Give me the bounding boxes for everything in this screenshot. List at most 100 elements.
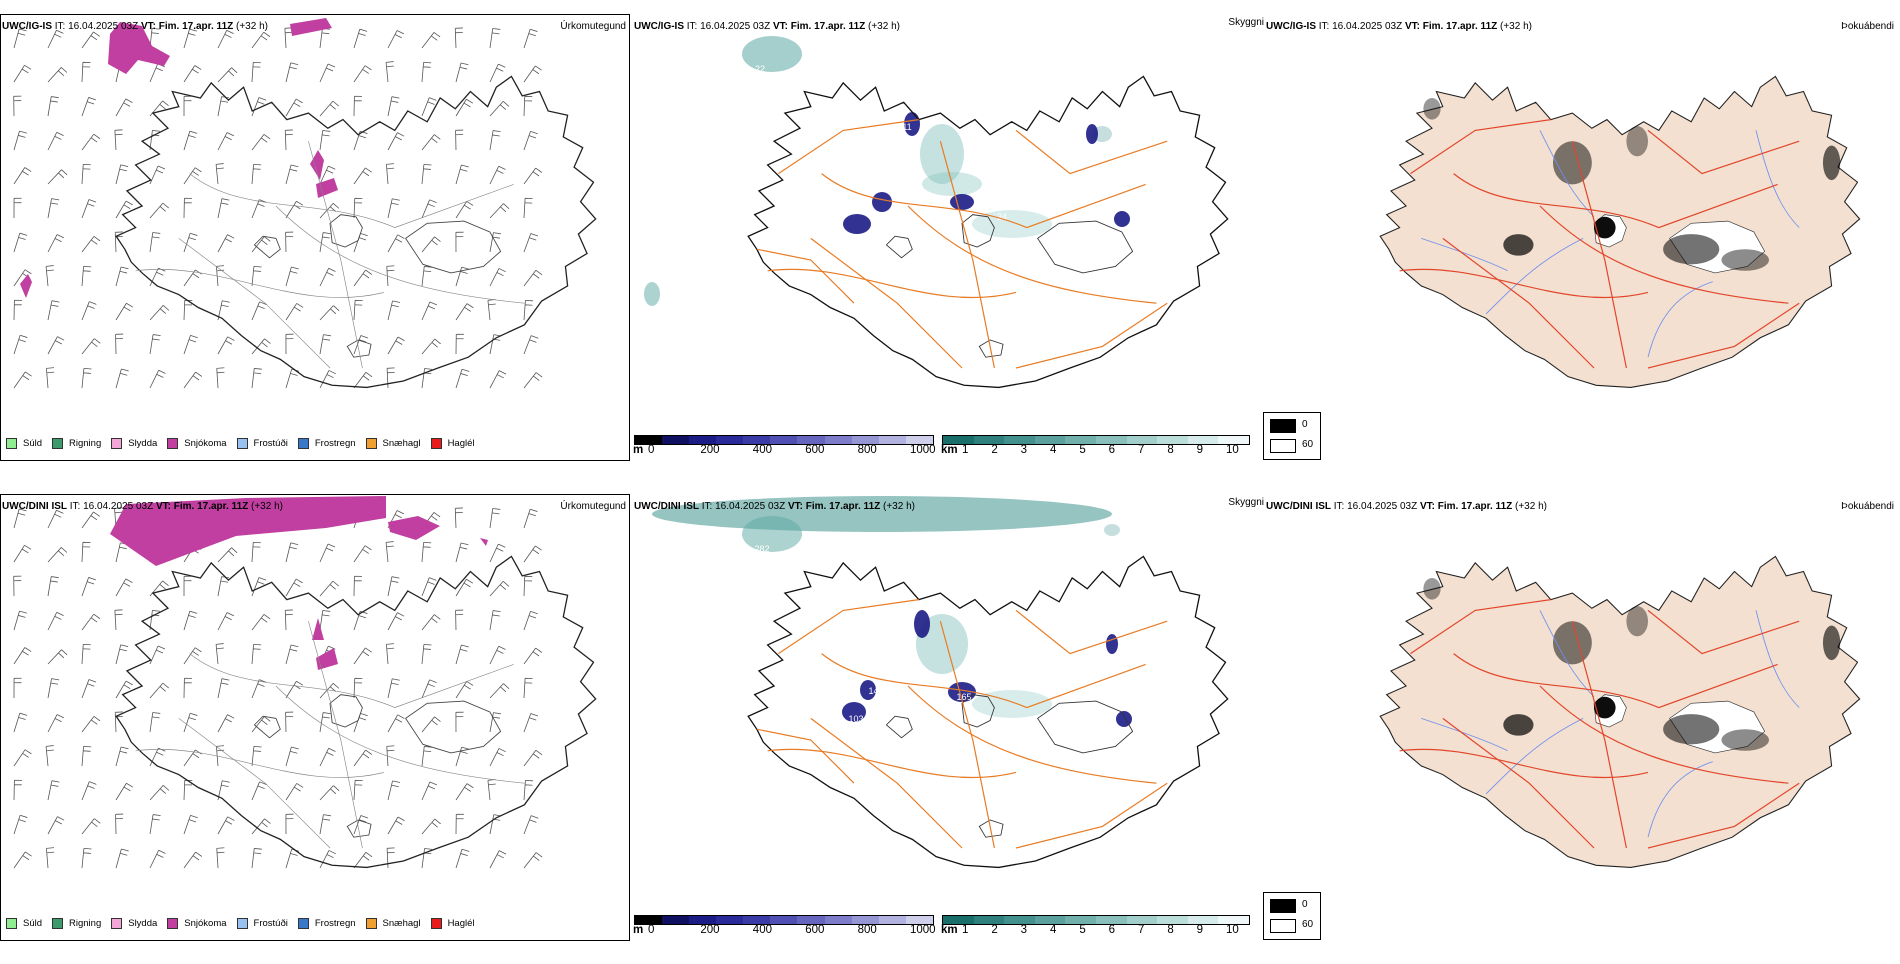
colorbar-tick: 6 [1108,924,1116,936]
panel-frame [0,494,630,941]
model-name: UWC/DINI ISL [634,501,699,512]
legend-label: Slydda [128,917,158,929]
panel-frame [0,14,630,461]
colorbar-strip [634,915,934,925]
rivers [1421,610,1800,838]
legend-item: Rigning [52,437,102,449]
it-label: IT: [54,21,66,32]
vt-value: Fim. 17.apr. 11Z [173,501,249,512]
legend-swatch [52,917,64,929]
legend-label: Haglél [447,437,475,449]
legend-label: Snjókoma [184,437,227,449]
precip-legend: Súld Rigning Slydda Snjókoma Frostúði Frostre… [6,916,475,930]
fog-legend: 0 60 [1263,892,1321,940]
model-name: UWC/IG-IS [634,21,684,32]
model-name: UWC/DINI ISL [2,501,67,512]
colorbar-tick: 7 [1138,444,1145,456]
precip-type-panel: UWC/DINI ISL IT: 16.04.2025 03Z VT: Fim.… [0,494,632,964]
legend-label: Frostregn [314,917,356,929]
colorbar-tick: 2 [991,924,998,936]
cloud-visibility-panel: 282 140 103 165 34 19 UWC/DINI ISL IT: 16.04.2… [632,494,1264,964]
colorbar-tick: 5 [1079,444,1086,456]
roads [135,141,525,369]
colorbar-tick: 10 [1226,924,1239,936]
legend-item: Frostúði [236,917,288,929]
legend-item: Súld [6,917,42,929]
precip-type-panel: UWC/IG-IS IT: 16.04.2025 03Z VT: Fim. 17… [0,14,632,484]
colorbar-tick: 10 [1226,444,1239,456]
legend-item: Slydda [111,437,158,449]
cloud-base-label: 34 [1013,666,1023,676]
wind-barbs [12,14,543,389]
panel-title: Þokuábendi [1841,501,1894,512]
model-name: UWC/IG-IS [1266,21,1316,32]
cloud-base-label: 103 [848,714,863,724]
legend-item: Snæhagl [365,437,421,449]
vt-value: Fim. 17.apr. 11Z [1437,501,1513,512]
fog-indicator-panel: UWC/IG-IS IT: 16.04.2025 03Z VT: Fim. 17… [1264,14,1900,484]
it-label: IT: [1333,501,1345,512]
panel-title: Þokuábendi [1841,21,1894,32]
cloud-base-label: 165 [956,692,971,702]
vt-label: VT: [140,21,156,32]
legend-label: Súld [23,437,43,449]
legend-swatch [6,917,17,929]
colorbar-tick: 2 [991,444,998,456]
vt-label: VT: [772,21,788,32]
it-label: IT: [686,21,698,32]
cloud-field [644,36,1130,306]
legend-item: Snæhagl [365,917,421,929]
legend-swatch [111,917,123,929]
cloud-visibility-panel: 22 11 120 8 34 53 12 UWC/IG-IS IT: 16.04.2025 0… [632,14,1264,484]
colorbar-tick: 8 [1167,444,1174,456]
cloud-base-colorbar: m 0 200 400 600 800 1000 [633,435,936,463]
colorbar-tick: 5 [1079,924,1086,936]
fog-label-black: 0 [1302,899,1308,910]
legend-label: Rigning [69,437,102,449]
it-label: IT: [1318,21,1330,32]
panel-title: Skyggni [1228,17,1264,28]
panel-header: UWC/IG-IS IT: 16.04.2025 03Z VT: Fim. 17… [1266,21,1532,32]
model-name: UWC/DINI ISL [1266,501,1331,512]
fog-indicator-panel: UWC/DINI ISL IT: 16.04.2025 03Z VT: Fim.… [1264,494,1900,964]
visibility-colorbar: km 1 2 3 4 5 6 7 8 9 10 [941,435,1250,463]
coastline [747,555,1229,869]
colorbar-tick: 8 [1167,924,1174,936]
vis-map [1379,75,1861,388]
roads [1399,119,1800,369]
legend-item: Haglél [430,917,475,929]
legend-swatch [365,437,377,449]
lead-time: (+32 h) [868,21,900,32]
forecast-row: UWC/DINI ISL IT: 16.04.2025 03Z VT: Fim.… [0,494,1900,964]
precip-map [12,14,597,389]
fog-label-white: 60 [1302,439,1314,450]
colorbar-ticks: 1 2 3 4 5 6 7 8 9 10 [942,924,1250,938]
forecast-row: UWC/IG-IS IT: 16.04.2025 03Z VT: Fim. 17… [0,14,1900,484]
roads [756,599,1168,849]
panel-header: UWC/DINI ISL IT: 16.04.2025 03Z VT: Fim.… [634,501,915,512]
panel-header: UWC/DINI ISL IT: 16.04.2025 03Z VT: Fim.… [2,501,283,512]
colorbar-strip [634,435,934,445]
vt-label: VT: [1419,501,1435,512]
legend-label: Slydda [128,437,158,449]
legend-swatch [430,437,442,449]
legend-swatch [297,437,309,449]
colorbar-ticks: 1 2 3 4 5 6 7 8 9 10 [942,444,1250,458]
colorbar-tick: 1000 [910,444,936,456]
legend-item: Slydda [111,917,158,929]
coastline [747,75,1229,389]
colorbar-tick: 7 [1138,924,1145,936]
colorbar-tick: 400 [752,924,772,936]
precip-legend: Súld Rigning Slydda Snjókoma Frostúði Frostre… [6,436,475,450]
colorbar-tick: 1000 [910,924,936,936]
legend-item: Frostregn [297,437,356,449]
it-value: 16.04.2025 03Z [83,501,154,512]
legend-swatch [167,917,179,929]
colorbar-tick: 800 [857,444,877,456]
vt-value: Fim. 17.apr. 11Z [790,21,866,32]
cloud-base-label: 22 [755,64,765,74]
legend-label: Haglél [447,917,475,929]
cloud-base-label: 34 [997,212,1007,222]
colorbar-tick: 4 [1050,444,1057,456]
vt-label: VT: [1404,21,1420,32]
